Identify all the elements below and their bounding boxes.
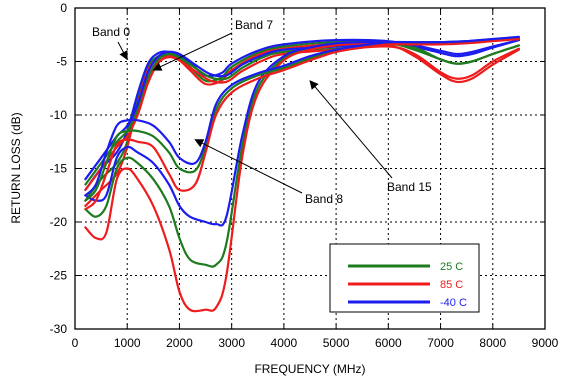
y-tick-label: -25	[50, 269, 68, 283]
annotation-arrow	[152, 32, 233, 71]
x-tick-label: 2000	[166, 336, 193, 350]
x-tick-label: 3000	[218, 336, 245, 350]
annotation-arrow	[194, 139, 303, 194]
x-tick-label: 1000	[114, 336, 141, 350]
annotation-arrow	[309, 80, 393, 179]
series-line-band-7-85-c	[84, 45, 520, 191]
x-tick-label: 4000	[271, 336, 298, 350]
x-tick-label: 5000	[323, 336, 350, 350]
x-tick-label: 8000	[479, 336, 506, 350]
y-tick-label: -10	[50, 108, 68, 122]
legend: 25 C 85 C -40 C	[329, 243, 480, 313]
series-line-band-15-85-c	[84, 37, 520, 211]
y-tick-label: -15	[50, 162, 68, 176]
annotation-arrow	[117, 41, 128, 61]
x-tick-label: 9000	[532, 336, 559, 350]
x-tick-label: 0	[72, 336, 79, 350]
y-tick-label: -5	[56, 55, 67, 69]
series-line-band-7-40-c	[84, 39, 520, 181]
legend-label: 25 C	[440, 261, 463, 273]
annotation-label: Band 15	[387, 180, 432, 194]
series-line-band-15-40-c	[84, 35, 520, 197]
x-axis-title: FREQUENCY (MHz)	[254, 362, 365, 376]
y-tick-label: -30	[50, 322, 68, 336]
y-axis-title: RETURN LOSS (dB)	[9, 112, 23, 223]
x-tick-label: 7000	[427, 336, 454, 350]
y-tick-label: 0	[60, 1, 67, 15]
y-tick-label: -20	[50, 215, 68, 229]
annotation-label: Band 7	[235, 18, 273, 32]
grid-layer	[75, 8, 545, 329]
legend-label: -40 C	[440, 297, 467, 309]
series-line-band-7-25-c	[84, 43, 520, 186]
curve-layer	[84, 35, 520, 313]
tick-layer: 0 1000 2000 3000 4000 5000 6000 7000 8000 9000 0 -5…	[50, 1, 559, 350]
annotation-label: Band 0	[92, 25, 130, 39]
annotation-label: Band 8	[305, 192, 343, 206]
annotation-layer: Band 0 Band 7 Band 8 Band 15	[92, 18, 432, 206]
legend-label: 85 C	[440, 279, 463, 291]
series-line-band-0-40-c	[84, 38, 520, 191]
x-tick-label: 6000	[375, 336, 402, 350]
